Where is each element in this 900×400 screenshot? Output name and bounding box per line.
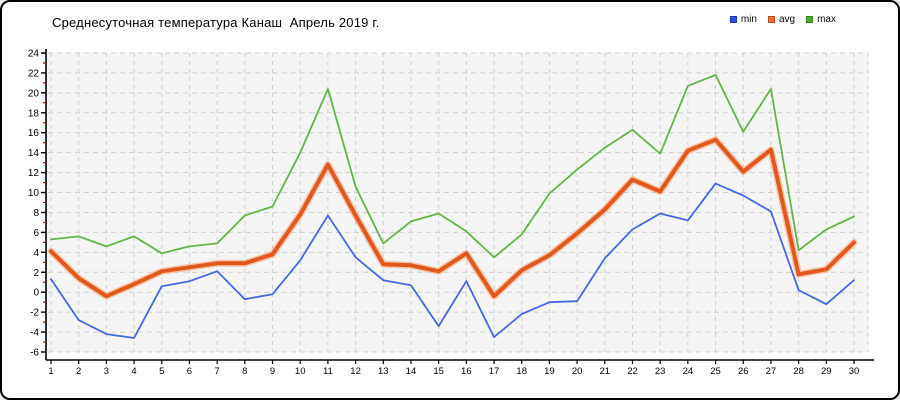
svg-text:14: 14 — [406, 366, 417, 377]
svg-text:6: 6 — [187, 366, 192, 377]
svg-text:16: 16 — [461, 366, 472, 377]
svg-text:13: 13 — [378, 366, 389, 377]
svg-text:-4: -4 — [30, 328, 39, 339]
svg-text:14: 14 — [28, 148, 40, 159]
svg-text:18: 18 — [516, 366, 527, 377]
legend-swatch-avg — [767, 16, 775, 23]
svg-text:26: 26 — [738, 366, 749, 377]
svg-text:20: 20 — [28, 88, 40, 99]
svg-text:12: 12 — [28, 168, 40, 179]
chart-title: Среднесуточная температура Канаш Апрель … — [52, 15, 380, 30]
svg-text:8: 8 — [242, 366, 247, 377]
svg-text:1: 1 — [48, 366, 53, 377]
svg-text:2: 2 — [76, 366, 81, 377]
svg-text:27: 27 — [766, 366, 777, 377]
svg-text:29: 29 — [821, 366, 832, 377]
svg-text:2: 2 — [33, 268, 39, 279]
svg-text:18: 18 — [28, 108, 40, 119]
svg-text:22: 22 — [627, 366, 638, 377]
svg-text:6: 6 — [33, 228, 39, 239]
legend-item-avg: avg — [767, 14, 796, 25]
svg-text:11: 11 — [323, 366, 333, 377]
svg-text:3: 3 — [104, 366, 109, 377]
svg-text:10: 10 — [295, 366, 306, 377]
legend-label-min: min — [740, 14, 757, 25]
svg-text:10: 10 — [28, 188, 40, 199]
svg-text:-2: -2 — [30, 308, 39, 319]
svg-text:0: 0 — [33, 288, 39, 299]
svg-text:24: 24 — [28, 49, 40, 60]
svg-text:24: 24 — [683, 366, 694, 377]
svg-text:21: 21 — [600, 366, 611, 377]
svg-text:22: 22 — [28, 68, 40, 79]
svg-text:4: 4 — [33, 248, 39, 259]
legend-item-min: min — [729, 14, 757, 25]
svg-text:7: 7 — [214, 366, 219, 377]
svg-text:30: 30 — [849, 366, 860, 377]
legend-label-avg: avg — [778, 14, 796, 25]
svg-text:23: 23 — [655, 366, 666, 377]
svg-text:25: 25 — [710, 366, 721, 377]
svg-text:16: 16 — [28, 128, 40, 139]
legend-swatch-min — [729, 16, 737, 23]
svg-text:8: 8 — [33, 208, 39, 219]
svg-text:28: 28 — [793, 366, 804, 377]
svg-text:15: 15 — [433, 366, 444, 377]
svg-text:20: 20 — [572, 366, 583, 377]
legend-label-max: max — [817, 14, 836, 25]
svg-text:17: 17 — [489, 366, 500, 377]
svg-text:4: 4 — [131, 366, 136, 377]
legend-item-max: max — [806, 14, 836, 25]
chart-legend: min avg max — [729, 14, 836, 25]
legend-swatch-max — [806, 16, 814, 23]
svg-text:-6: -6 — [30, 348, 39, 359]
svg-text:5: 5 — [159, 366, 164, 377]
svg-text:9: 9 — [270, 366, 275, 377]
svg-text:19: 19 — [544, 366, 555, 377]
svg-text:12: 12 — [350, 366, 361, 377]
